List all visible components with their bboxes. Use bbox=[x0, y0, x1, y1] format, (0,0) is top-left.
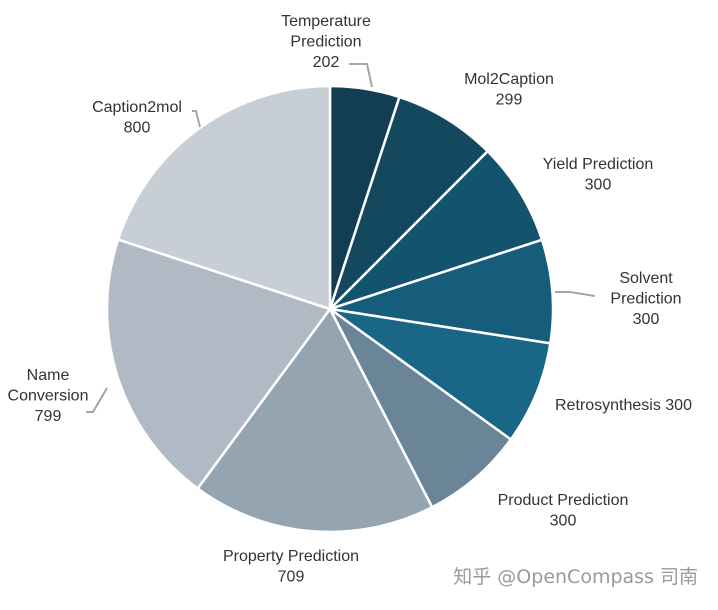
slice-label-2: Yield Prediction 300 bbox=[543, 156, 654, 194]
pie-slice-6 bbox=[196, 307, 434, 534]
slice-label-1: Mol2Caption 299 bbox=[464, 71, 554, 109]
slice-labels: Temperature Prediction 202 Mol2Caption 299 Yi… bbox=[8, 13, 693, 586]
pie-slice-5 bbox=[328, 307, 513, 509]
leader-line-7 bbox=[86, 387, 108, 413]
leader-line-8 bbox=[192, 110, 201, 128]
pie-slices bbox=[105, 84, 555, 534]
slice-label-4: Retrosynthesis 300 bbox=[555, 397, 692, 414]
pie-slice-1 bbox=[328, 95, 489, 311]
slice-label-3: Solvent Prediction 300 bbox=[610, 270, 681, 328]
slice-label-8: Caption2mol 800 bbox=[92, 99, 182, 137]
pie-slice-2 bbox=[328, 150, 544, 311]
slice-label-0: Temperature Prediction 202 bbox=[281, 13, 371, 71]
leader-lines bbox=[86, 63, 596, 413]
slice-label-6: Property Prediction 709 bbox=[223, 548, 359, 586]
pie-slice-7 bbox=[105, 238, 332, 490]
slice-label-7: Name Conversion 799 bbox=[8, 367, 89, 425]
pie-slice-4 bbox=[328, 307, 552, 441]
pie-slice-8 bbox=[116, 84, 332, 311]
leader-line-0 bbox=[349, 63, 373, 88]
leader-line-3 bbox=[555, 291, 596, 297]
slice-label-5: Product Prediction 300 bbox=[498, 492, 629, 530]
watermark-text: 知乎 @OpenCompass 司南 bbox=[453, 566, 698, 588]
